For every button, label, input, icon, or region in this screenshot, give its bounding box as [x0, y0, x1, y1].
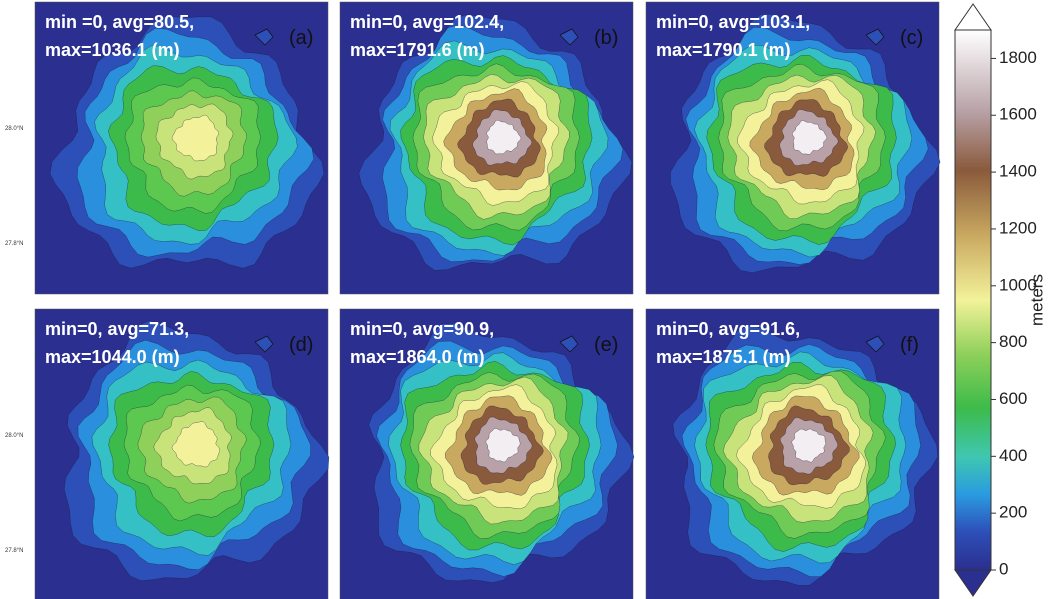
map-panel: min=0, avg=103.1, max=1790.1 (m) (c) — [646, 2, 940, 294]
panel-stats: min=0, avg=91.6, — [656, 319, 800, 339]
colorbar-tick-label: 1200 — [999, 218, 1037, 237]
panel-stats: max=1790.1 (m) — [656, 40, 791, 60]
panel-stats: min=0, avg=103.1, — [656, 12, 810, 32]
map-panel: min=0, avg=71.3, max=1044.0 (m) (d) 28.0°N 2… — [5, 309, 329, 599]
panel-stats: min=0, avg=90.9, — [350, 319, 494, 339]
latitude-label: 28.0°N — [5, 433, 23, 439]
panel-label: (a) — [289, 27, 313, 49]
colorbar-tick-label: 800 — [999, 332, 1027, 351]
map-panel: min=0, avg=91.6, max=1875.1 (m) (f) — [646, 309, 939, 599]
panel-label: (f) — [900, 334, 919, 356]
panel-stats: max=1044.0 (m) — [45, 347, 180, 367]
figure: min =0, avg=80.5, max=1036.1 (m) (a) 28.0°N… — [0, 0, 1050, 599]
map-panel: min=0, avg=102.4, max=1791.6 (m) (b) — [340, 2, 633, 294]
colorbar-tick-label: 600 — [999, 389, 1027, 408]
panel-stats: min=0, avg=71.3, — [45, 319, 189, 339]
colorbar-tick-label: 1600 — [999, 105, 1037, 124]
latitude-label: 27.8°N — [5, 548, 23, 554]
colorbar-tick-label: 400 — [999, 446, 1027, 465]
panel-stats: max=1875.1 (m) — [656, 347, 791, 367]
panel-stats: max=1864.0 (m) — [350, 347, 485, 367]
panel-label: (d) — [289, 334, 313, 356]
panel-stats: min =0, avg=80.5, — [45, 12, 194, 32]
colorbar-label: meters — [1027, 274, 1046, 326]
map-panel: min=0, avg=90.9, max=1864.0 (m) (e) — [340, 309, 634, 599]
colorbar-extend-top — [955, 4, 991, 30]
latitude-label: 28.0°N — [5, 126, 23, 132]
panel-stats: min=0, avg=102.4, — [350, 12, 504, 32]
colorbar — [955, 30, 991, 570]
colorbar-extend-bottom — [955, 570, 991, 596]
map-panel: min =0, avg=80.5, max=1036.1 (m) (a) 28.0°N… — [5, 2, 328, 294]
latitude-label: 27.8°N — [5, 241, 23, 247]
colorbar-tick-label: 1400 — [999, 162, 1037, 181]
colorbar-tick-label: 200 — [999, 503, 1027, 522]
panel-stats: max=1036.1 (m) — [45, 40, 180, 60]
panel-label: (b) — [594, 27, 618, 49]
panel-label: (c) — [900, 27, 923, 49]
panel-label: (e) — [594, 334, 618, 356]
colorbar-tick-label: 1800 — [999, 48, 1037, 67]
colorbar-tick-label: 0 — [999, 559, 1008, 578]
panel-stats: max=1791.6 (m) — [350, 40, 485, 60]
